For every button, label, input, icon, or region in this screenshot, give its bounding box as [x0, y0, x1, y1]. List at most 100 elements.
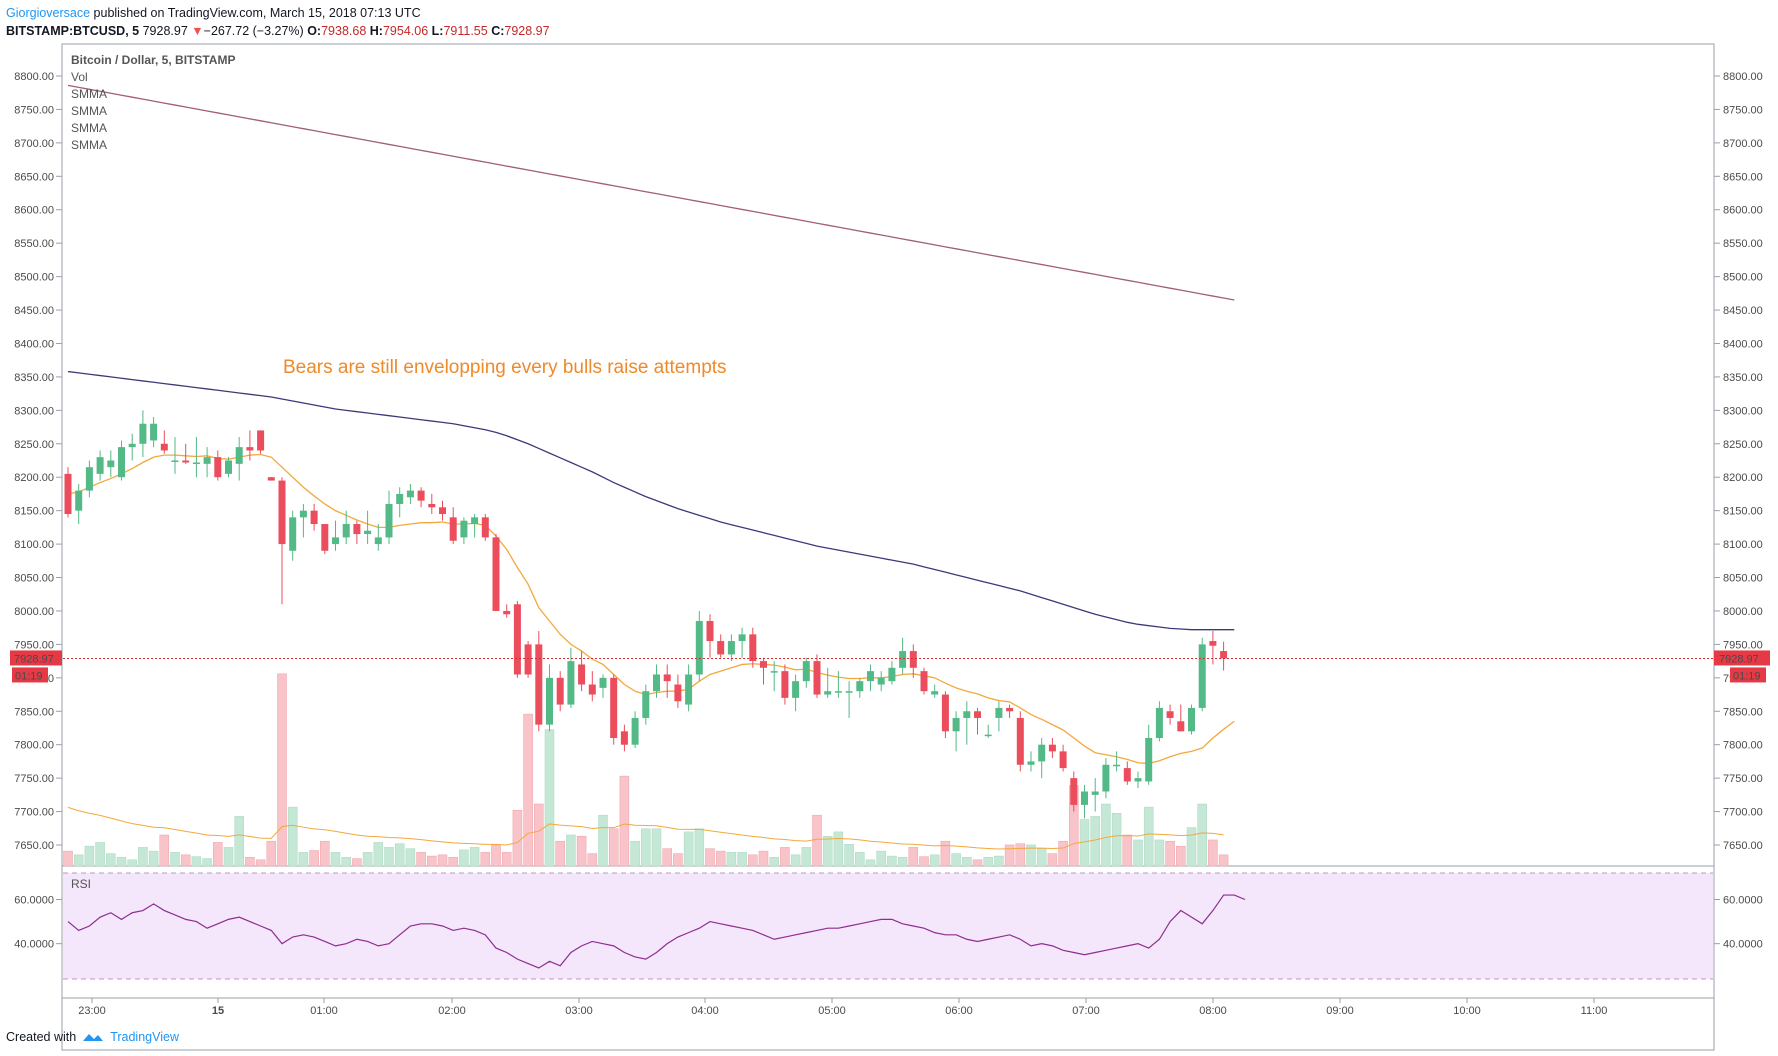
volume-bar: [673, 853, 683, 867]
footer: Created with TradingView: [6, 1030, 179, 1044]
candle-body: [599, 677, 607, 688]
candle-body: [1048, 744, 1056, 752]
price-tick-label: 7650.00: [14, 840, 54, 852]
ohlc-line: BITSTAMP:BTCUSD, 5 7928.97 ▼−267.72 (−3.…: [6, 22, 550, 40]
candle-body: [920, 671, 928, 692]
candle-body: [321, 524, 329, 551]
candle-body: [1091, 791, 1099, 795]
volume-bar: [127, 859, 137, 867]
volume-bar: [106, 853, 116, 867]
volume-bar: [191, 856, 202, 867]
candle-body: [203, 457, 211, 464]
price-tick-label: 8400.00: [14, 338, 54, 350]
volume-bar: [234, 816, 244, 867]
candle-body: [150, 423, 158, 441]
price-tick-label: 8800.00: [14, 71, 54, 83]
candle-body: [1059, 751, 1067, 769]
legend-item-vol: Vol: [71, 70, 88, 84]
candle-body: [813, 661, 821, 695]
volume-bar: [1176, 845, 1186, 867]
candle-body: [374, 537, 382, 545]
price-tick-label-right: 8500.00: [1723, 272, 1763, 284]
candle-body: [1102, 764, 1110, 792]
candle-body: [952, 717, 960, 732]
price-tick-label-right: 8700.00: [1723, 138, 1763, 150]
volume-bar: [801, 847, 812, 867]
volume-bar: [844, 844, 854, 867]
time-tick-label: 02:00: [438, 1005, 466, 1017]
volume-bar: [159, 834, 170, 867]
volume-bar: [780, 847, 790, 867]
candle-body: [974, 711, 981, 718]
time-axis[interactable]: 23:00 15 01:00 02:00 03:00 04:00 05:00 06:00 07:…: [78, 998, 1607, 1017]
price-tick-label: 8700.00: [14, 138, 54, 150]
chart-legend: Bitcoin / Dollar, 5, BITSTAMP Vol SMMA S…: [71, 53, 235, 152]
volume-bar: [962, 857, 972, 867]
candle-body: [899, 651, 907, 668]
candle-body: [64, 473, 72, 514]
volume-bar: [1208, 839, 1218, 867]
candle-body: [770, 671, 778, 673]
smma-slow-line: [67, 84, 1235, 301]
price-tick-label-right: 7700.00: [1723, 807, 1763, 819]
price-tick-label-right: 8050.00: [1723, 573, 1763, 585]
price-tick-label: 8050.00: [14, 573, 54, 585]
volume-bar: [180, 854, 191, 867]
candle-body: [118, 447, 125, 478]
candle-body: [246, 447, 254, 451]
time-tick-label: 05:00: [818, 1005, 846, 1017]
candle-body: [749, 634, 757, 662]
rsi-tick-label-right: 40.0000: [1723, 939, 1763, 951]
candle-body: [460, 520, 468, 538]
timer-label-right-bg: [1730, 667, 1766, 683]
price-tick-label: 8600.00: [14, 205, 54, 217]
time-tick-label: 07:00: [1072, 1005, 1100, 1017]
volume-bar: [994, 855, 1004, 867]
candle-body: [417, 490, 425, 501]
close-value: 7928.97: [504, 24, 550, 38]
candle-body: [1081, 791, 1088, 805]
time-tick-label: 06:00: [945, 1005, 973, 1017]
price-label-right-bg: [1714, 650, 1770, 666]
volume-bar: [405, 848, 416, 867]
candle-body: [85, 467, 93, 491]
candle-body: [513, 604, 521, 675]
price-axis[interactable]: 8800.00 8800.00 8750.00 8750.00 8700.00 8700.…: [14, 71, 1763, 852]
rsi-axis: 60.0000 60.0000 40.0000 40.0000: [14, 895, 1763, 951]
candle-body: [439, 507, 446, 514]
price-tick-label: 8200.00: [14, 472, 54, 484]
volume-bar: [1058, 840, 1068, 867]
volume-bar: [1154, 839, 1165, 867]
candle-body: [192, 462, 200, 465]
candle-body: [160, 443, 168, 451]
volume-bar: [608, 828, 619, 867]
chart-annotation[interactable]: Bears are still envelopping every bulls …: [283, 357, 727, 378]
volume-bar: [544, 729, 555, 867]
low-value: 7911.55: [443, 24, 488, 38]
candle-body: [760, 661, 767, 668]
price-tick-label-right: 7850.00: [1723, 706, 1763, 718]
candle-body: [834, 691, 842, 693]
volume-bar: [362, 852, 373, 867]
author-link[interactable]: Giorgioversace: [6, 6, 91, 20]
volume-bar: [84, 845, 95, 867]
candle-body: [385, 503, 393, 538]
volume-bar: [822, 835, 833, 867]
candle-body: [941, 694, 949, 732]
candle-body: [182, 460, 190, 463]
price-tick-label-right: 8250.00: [1723, 439, 1763, 451]
legend-item-smma-4: SMMA: [71, 138, 107, 152]
smma-mid-line: [67, 370, 1235, 631]
time-tick-label: 10:00: [1453, 1005, 1481, 1017]
volume-bar: [555, 840, 565, 867]
price-tick-label: 8000.00: [14, 606, 54, 618]
volume-bar: [715, 850, 726, 867]
created-with-text: Created with: [6, 1030, 77, 1044]
rsi-tick-label-right: 60.0000: [1723, 895, 1763, 907]
tradingview-brand[interactable]: TradingView: [110, 1030, 179, 1044]
price-tick-label-right: 8750.00: [1723, 104, 1763, 116]
smma-fast-line: [67, 453, 1235, 765]
candle-body: [717, 641, 725, 655]
volume-bar: [683, 831, 694, 867]
